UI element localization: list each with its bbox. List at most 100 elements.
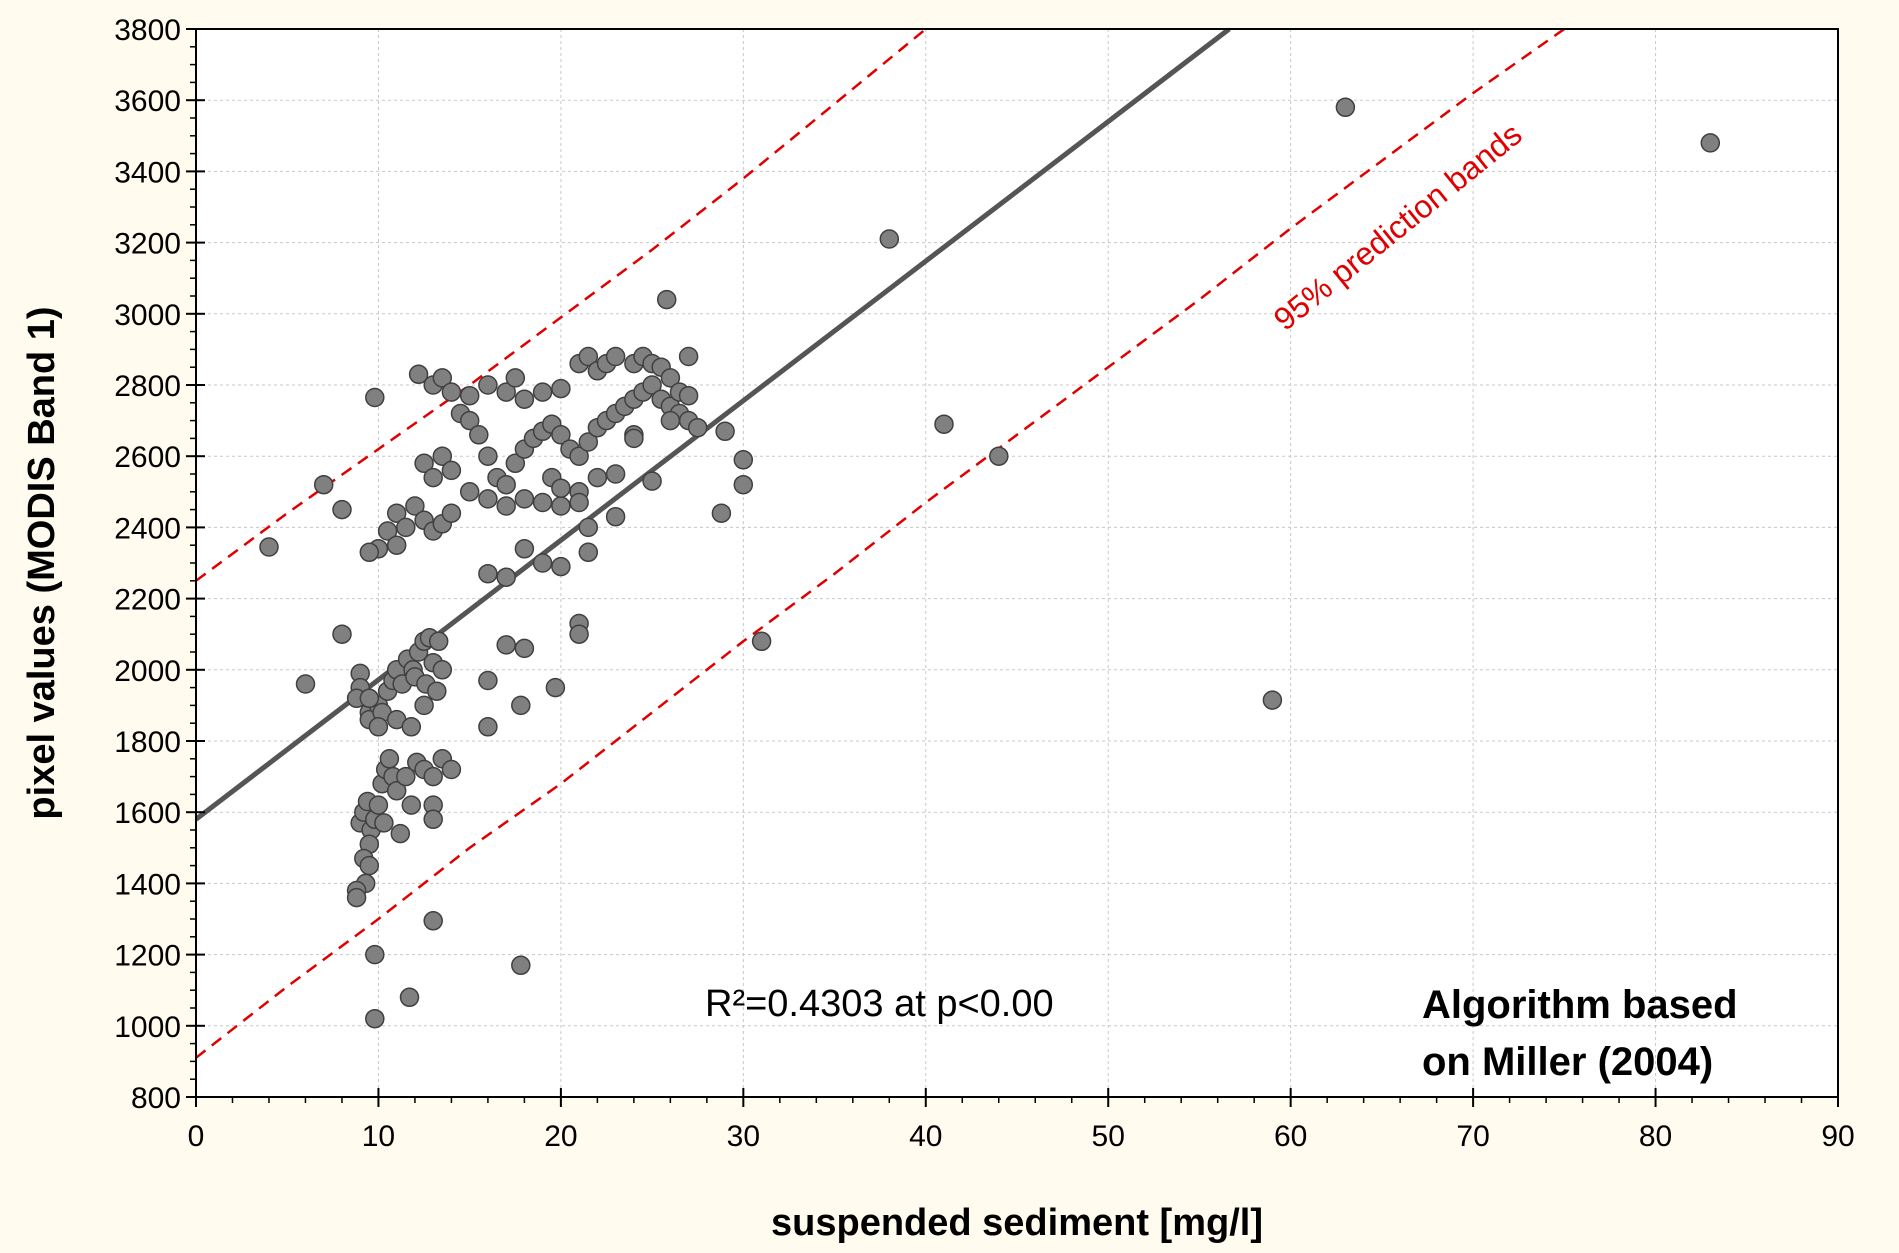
- algorithm-note-line1: Algorithm based: [1422, 983, 1738, 1027]
- plot-area: [196, 29, 1838, 1097]
- data-point: [441, 759, 462, 780]
- data-point: [428, 631, 449, 652]
- data-point: [578, 432, 599, 452]
- data-point: [505, 368, 526, 388]
- x-tick-label: 30: [727, 1120, 760, 1153]
- data-point: [678, 385, 699, 406]
- data-point: [478, 375, 498, 395]
- data-point: [427, 681, 447, 701]
- data-point: [505, 453, 526, 474]
- data-point: [423, 809, 443, 830]
- data-point: [514, 489, 535, 509]
- data-point: [401, 795, 422, 815]
- data-point: [511, 955, 531, 976]
- x-tick-label: 40: [909, 1120, 942, 1153]
- data-point: [359, 688, 380, 709]
- data-point: [496, 474, 516, 495]
- x-axis-ticks: 0 10 20 30 40 50 60 70 80 90: [188, 1088, 1855, 1153]
- data-point: [660, 368, 681, 388]
- x-axis-title: suspended sediment [mg/l]: [771, 1202, 1263, 1244]
- data-point: [532, 382, 553, 402]
- prediction-band-lower: [196, 29, 1566, 1059]
- data-point: [711, 503, 732, 523]
- data-point: [441, 503, 462, 523]
- data-point: [532, 553, 553, 573]
- data-point: [414, 453, 434, 474]
- data-point: [514, 539, 535, 559]
- data-point: [569, 446, 589, 466]
- data-point: [496, 382, 516, 402]
- data-point: [496, 635, 516, 655]
- data-point: [386, 503, 407, 523]
- y-tick-label: 1200: [114, 940, 181, 973]
- data-point: [386, 781, 407, 801]
- data-point: [459, 385, 480, 406]
- data-point: [660, 410, 681, 431]
- data-point: [259, 537, 279, 557]
- data-point: [642, 375, 662, 395]
- x-tick-label: 90: [1821, 1120, 1854, 1153]
- data-point: [551, 496, 571, 516]
- data-point: [715, 421, 735, 442]
- data-point: [469, 425, 489, 445]
- data-point: [496, 496, 516, 516]
- x-tick-label: 70: [1456, 1120, 1489, 1153]
- y-tick-label: 1800: [114, 726, 181, 759]
- data-point: [401, 717, 422, 737]
- y-tick-label: 2200: [114, 584, 181, 617]
- x-tick-label: 50: [1092, 1120, 1125, 1153]
- data-point: [496, 567, 516, 587]
- data-point: [379, 749, 400, 769]
- data-point: [396, 766, 416, 787]
- data-point: [441, 382, 462, 402]
- r-squared-annotation: R²=0.4303 at p<0.00: [705, 983, 1054, 1025]
- data-point: [687, 417, 708, 438]
- data-point: [624, 428, 644, 449]
- data-point: [733, 450, 754, 470]
- y-tick-label: 800: [131, 1082, 181, 1115]
- data-point: [605, 346, 626, 367]
- data-point: [605, 506, 626, 527]
- data-point: [459, 410, 480, 431]
- data-point: [365, 387, 385, 408]
- data-point: [642, 471, 662, 491]
- y-tick-label: 3600: [114, 85, 181, 118]
- data-point: [478, 670, 498, 691]
- data-point: [432, 660, 453, 680]
- y-tick-label: 1600: [114, 797, 181, 830]
- data-point: [405, 496, 425, 516]
- data-point: [332, 624, 352, 644]
- data-point: [478, 489, 498, 509]
- data-point: [399, 987, 420, 1008]
- data-point: [569, 492, 589, 513]
- y-tick-label: 2600: [114, 441, 181, 474]
- data-point: [1700, 133, 1721, 153]
- data-point: [578, 542, 599, 563]
- data-points: [259, 97, 1721, 1029]
- data-point: [551, 556, 571, 577]
- data-point: [569, 624, 589, 644]
- data-point: [514, 638, 535, 659]
- data-point: [332, 499, 352, 520]
- data-point: [551, 378, 571, 399]
- data-point: [386, 535, 407, 555]
- data-point: [478, 717, 498, 737]
- y-tick-label: 3800: [114, 14, 181, 47]
- algorithm-note-line2: on Miller (2004): [1422, 1040, 1713, 1084]
- data-point: [365, 1008, 385, 1029]
- data-point: [989, 446, 1009, 466]
- y-tick-label: 3400: [114, 156, 181, 189]
- x-tick-label: 60: [1274, 1120, 1307, 1153]
- x-tick-label: 20: [544, 1120, 577, 1153]
- data-point: [295, 674, 316, 694]
- data-point: [346, 887, 367, 908]
- y-tick-label: 1000: [114, 1011, 181, 1044]
- data-point: [532, 492, 553, 513]
- y-axis-title: pixel values (MODIS Band 1): [21, 306, 63, 819]
- data-point: [423, 911, 443, 931]
- data-point: [374, 813, 394, 833]
- data-point: [578, 346, 599, 367]
- data-point: [432, 368, 453, 388]
- x-tick-label: 0: [188, 1120, 205, 1153]
- y-tick-label: 1400: [114, 868, 181, 901]
